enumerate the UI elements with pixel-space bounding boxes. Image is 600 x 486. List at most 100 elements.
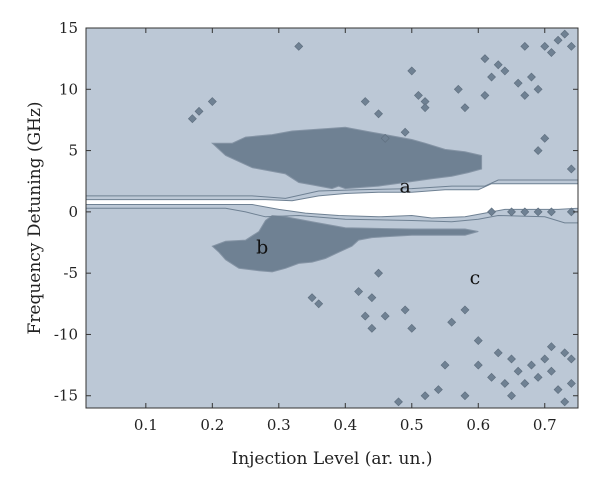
region-stable-band-a <box>85 183 579 219</box>
contour-speckle <box>187 114 197 124</box>
contour-speckle <box>407 323 417 333</box>
x-tick-label: 0.3 <box>267 416 291 434</box>
x-tick-label: 0.2 <box>200 416 224 434</box>
y-tick-label: 0 <box>68 203 78 221</box>
contour-speckle <box>520 207 530 217</box>
contour-speckle <box>540 41 550 51</box>
contour-line-lower-band-outline <box>86 207 578 224</box>
contour-speckle <box>546 342 556 352</box>
contour-speckle <box>527 360 536 370</box>
contour-speckle <box>566 354 576 364</box>
contour-speckle <box>507 391 516 401</box>
contour-speckle <box>294 41 304 51</box>
contour-speckle <box>533 84 543 94</box>
contour-speckle <box>507 354 516 364</box>
contour-speckle <box>414 90 423 100</box>
y-tick-label: -15 <box>54 387 78 405</box>
contour-regions <box>85 126 579 273</box>
contour-speckle <box>360 97 370 106</box>
contour-lines <box>86 179 578 224</box>
contour-speckle <box>513 366 523 376</box>
contour-speckle <box>513 78 523 88</box>
region-label-c: c <box>470 267 481 289</box>
contour-speckle <box>540 133 550 143</box>
x-tick-label: 0.7 <box>533 416 557 434</box>
x-tick-label: 0.5 <box>400 416 424 434</box>
contour-speckle <box>420 391 430 401</box>
contour-speckle <box>480 90 490 100</box>
x-axis-label: Injection Level (ar. un.) <box>232 449 433 469</box>
contour-speckle <box>527 72 536 82</box>
contour-speckle <box>480 54 490 64</box>
contour-speckle <box>194 106 204 116</box>
contour-speckle <box>500 66 510 76</box>
x-tick-label: 0.1 <box>134 416 158 434</box>
contour-speckle <box>453 84 463 94</box>
axis-ticks: 0.1 0.2 0.3 0.4 0.5 0.6 0.7 -15 -10 -5 0 5 10 15 <box>54 19 578 434</box>
region-annotations: a b c <box>256 175 480 289</box>
contour-speckle <box>367 323 377 333</box>
contour-speckle <box>560 29 570 39</box>
contour-speckle <box>553 35 563 45</box>
contour-speckle <box>380 311 390 321</box>
contour-speckle <box>500 379 510 388</box>
contour-speckle <box>400 305 410 315</box>
contour-speckle <box>307 293 317 303</box>
contour-speckles <box>187 29 576 407</box>
contour-speckle <box>566 379 576 388</box>
contour-speckle <box>460 305 470 315</box>
contour-speckle <box>420 103 430 113</box>
contour-speckle <box>380 133 390 143</box>
x-tick-label: 0.6 <box>466 416 490 434</box>
region-label-a: a <box>399 175 410 197</box>
contour-speckle <box>314 299 324 309</box>
contour-speckle <box>566 164 576 174</box>
contour-speckle <box>400 127 410 137</box>
contour-speckle <box>546 207 556 217</box>
x-tick-label: 0.4 <box>333 416 357 434</box>
contour-speckle <box>507 207 516 217</box>
y-tick-label: -10 <box>54 325 78 343</box>
contour-speckle <box>407 66 417 76</box>
contour-speckle <box>473 336 483 346</box>
contour-speckle <box>520 90 530 100</box>
y-tick-label: -5 <box>63 264 78 282</box>
contour-speckle <box>520 379 530 388</box>
y-tick-label: 5 <box>68 142 78 160</box>
contour-speckle <box>560 348 570 358</box>
region-upper-dark-island <box>211 126 483 190</box>
region-lower-dark-island <box>211 214 479 273</box>
contour-speckle <box>546 366 556 376</box>
contour-speckle <box>360 311 370 321</box>
contour-speckle <box>533 372 543 382</box>
y-tick-label: 15 <box>59 19 78 37</box>
contour-speckle <box>533 146 543 156</box>
region-label-b: b <box>256 237 268 259</box>
contour-speckle <box>566 41 576 51</box>
contour-speckle <box>493 348 503 358</box>
contour-speckle <box>460 391 470 401</box>
contour-speckle <box>493 60 503 70</box>
contour-speckle <box>553 385 563 395</box>
y-tick-label: 10 <box>59 80 78 98</box>
contour-speckle <box>440 360 450 370</box>
contour-speckle <box>473 360 483 370</box>
contour-speckle <box>540 354 550 364</box>
contour-speckle <box>374 268 383 278</box>
y-axis-label: Frequency Detuning (GHz) <box>25 101 45 334</box>
contour-speckle <box>546 48 556 57</box>
contour-speckle <box>533 207 543 217</box>
contour-speckle <box>354 287 364 296</box>
contour-speckle <box>520 41 530 51</box>
contour-speckle <box>447 317 457 327</box>
contour-speckle <box>560 397 570 407</box>
contour-speckle <box>433 385 443 395</box>
contour-speckle <box>487 207 496 217</box>
contour-speckle <box>487 72 496 82</box>
contour-speckle <box>367 293 377 303</box>
contour-speckle <box>487 372 496 382</box>
contour-speckle <box>374 109 383 119</box>
contour-speckle <box>460 103 470 113</box>
contour-line-upper-band-outline <box>86 179 578 199</box>
contour-speckle <box>566 207 576 217</box>
